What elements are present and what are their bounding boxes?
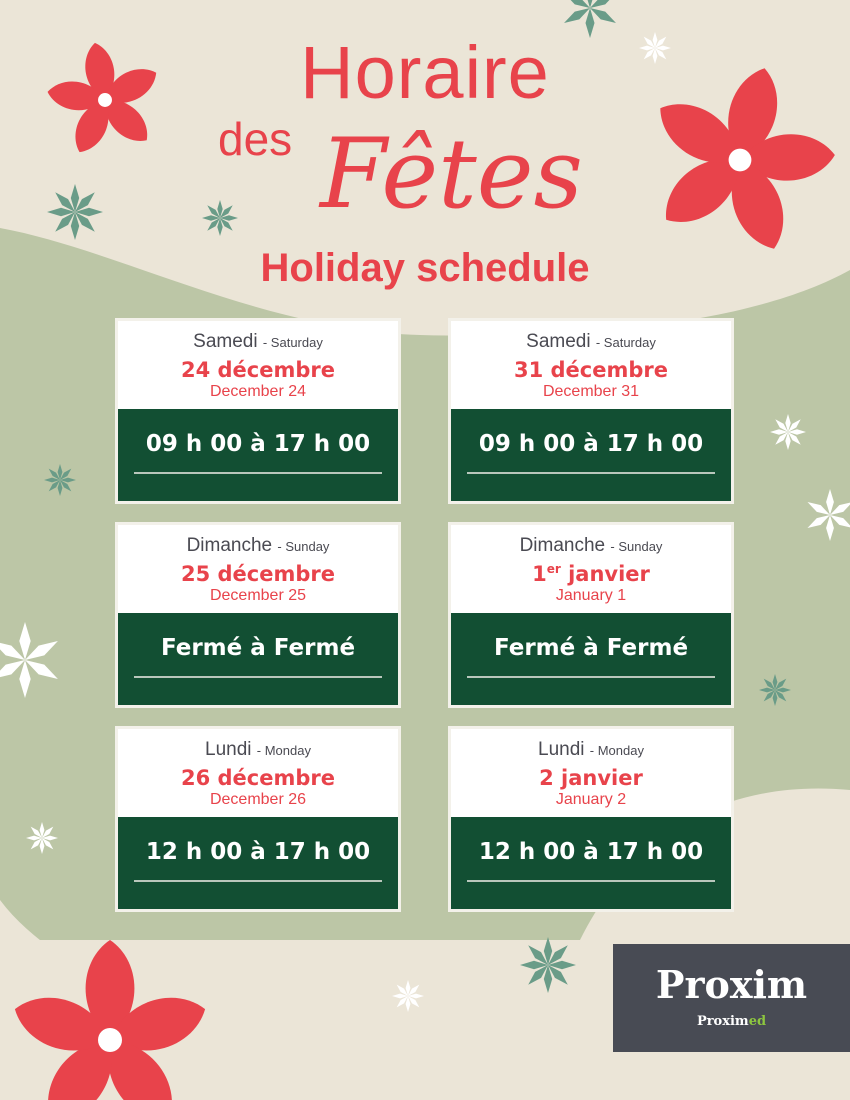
title-horaire: Horaire: [300, 31, 550, 114]
title-fetes: Fêtes: [320, 118, 583, 230]
divider: [467, 676, 715, 678]
hours-text: Fermé à Fermé: [493, 635, 689, 661]
star-icon: [564, 0, 616, 38]
star-icon: [26, 822, 58, 854]
day-label: Samedi - Saturday: [526, 331, 656, 352]
subtitle: Holiday schedule: [260, 246, 590, 290]
schedule-card: Dimanche - Sunday 25 décembre December 2…: [115, 522, 401, 708]
hours-panel: 12 h 00 à 17 h 00: [118, 817, 398, 909]
hours-panel: 12 h 00 à 17 h 00: [451, 817, 731, 909]
day-label: Samedi - Saturday: [193, 331, 323, 352]
divider: [467, 472, 715, 474]
hours-panel: Fermé à Fermé: [451, 613, 731, 705]
day-label: Lundi - Monday: [538, 739, 644, 760]
date-fr: 1er janvier: [532, 562, 650, 586]
date-fr: 26 décembre: [180, 766, 335, 790]
star-icon: [520, 937, 576, 993]
divider: [134, 880, 382, 882]
date-en: December 24: [209, 383, 307, 400]
star-icon: [759, 674, 791, 706]
hours-text: 12 h 00 à 17 h 00: [145, 839, 371, 865]
date-en: January 2: [555, 791, 627, 808]
star-icon: [807, 489, 850, 541]
hours-text: 09 h 00 à 17 h 00: [478, 431, 704, 457]
star-icon: [0, 622, 58, 698]
poinsettia-icon: [47, 42, 157, 153]
schedule-card: Lundi - Monday 26 décembre December 26 1…: [115, 726, 401, 912]
schedule-card: Dimanche - Sunday 1er janvier January 1 …: [448, 522, 734, 708]
poinsettia-icon: [14, 940, 206, 1100]
date-en: December 31: [542, 383, 640, 400]
star-icon: [44, 464, 76, 496]
hours-text: 12 h 00 à 17 h 00: [478, 839, 704, 865]
day-label: Dimanche - Sunday: [186, 535, 330, 556]
date-en: December 25: [209, 587, 307, 604]
divider: [134, 472, 382, 474]
star-icon: [202, 200, 238, 236]
schedule-card: Samedi - Saturday 31 décembre December 3…: [448, 318, 734, 504]
date-fr: 2 janvier: [539, 766, 643, 790]
date-en: January 1: [555, 587, 627, 604]
hours-panel: 09 h 00 à 17 h 00: [118, 409, 398, 501]
day-label: Dimanche - Sunday: [519, 535, 663, 556]
title-des: des: [218, 113, 293, 165]
date-en: December 26: [209, 791, 307, 808]
date-fr: 25 décembre: [180, 562, 335, 586]
star-icon: [770, 414, 806, 450]
logo-subtext: Proximed: [696, 1014, 767, 1029]
day-label: Lundi - Monday: [205, 739, 311, 760]
date-fr: 31 décembre: [513, 358, 668, 382]
hours-text: Fermé à Fermé: [160, 635, 356, 661]
schedule-card: Samedi - Saturday 24 décembre December 2…: [115, 318, 401, 504]
poinsettia-icon: [660, 68, 835, 249]
schedule-card: Lundi - Monday 2 janvier January 2 12 h …: [448, 726, 734, 912]
logo-text: Proxim: [655, 962, 808, 1007]
date-fr: 24 décembre: [180, 358, 335, 382]
hours-panel: 09 h 00 à 17 h 00: [451, 409, 731, 501]
divider: [134, 676, 382, 678]
divider: [467, 880, 715, 882]
proxim-logo: Proxim Proximed: [613, 944, 850, 1052]
hours-panel: Fermé à Fermé: [118, 613, 398, 705]
star-icon: [392, 980, 424, 1012]
hours-text: 09 h 00 à 17 h 00: [145, 431, 371, 457]
star-icon: [47, 184, 103, 240]
